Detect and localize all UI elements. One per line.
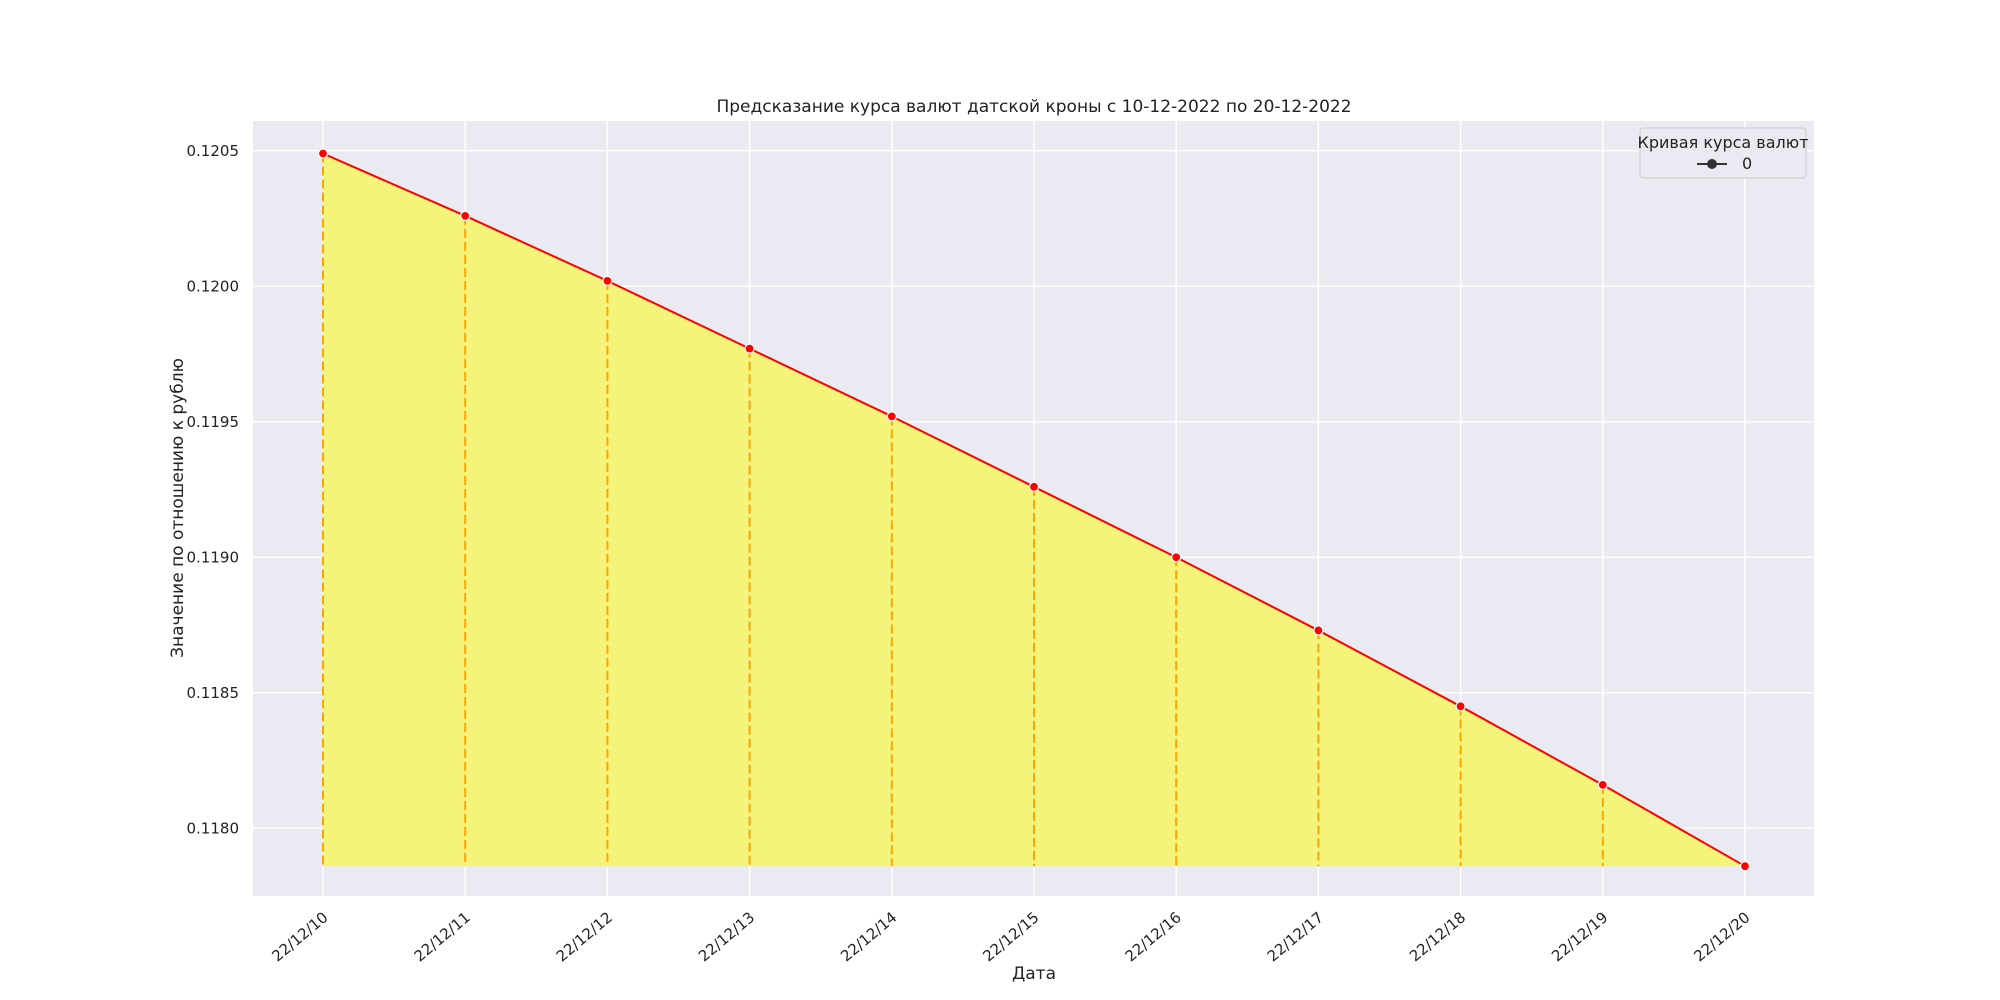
area-fill-polygon	[323, 153, 1745, 867]
legend-title: Кривая курса валют	[1637, 133, 1808, 152]
area-fill	[323, 153, 1745, 867]
data-point	[1739, 861, 1751, 872]
legend-marker-swatch	[1707, 159, 1717, 169]
x-tick-label: 22/12/19	[1548, 908, 1611, 965]
drop-lines	[322, 153, 1604, 867]
x-tick-label: 22/12/12	[553, 908, 616, 965]
data-point	[1171, 552, 1182, 563]
x-tick-label: 22/12/15	[979, 908, 1042, 965]
y-tick-label: 0.1185	[187, 684, 240, 702]
x-tick-label: 22/12/20	[1690, 908, 1753, 965]
legend: Кривая курса валют 0	[1637, 127, 1809, 179]
data-point	[1455, 701, 1466, 712]
data-point	[1597, 779, 1608, 790]
y-tick-label: 0.1195	[187, 413, 240, 431]
y-tick-label: 0.1205	[187, 142, 240, 160]
data-point	[886, 411, 897, 422]
x-tick-label: 22/12/14	[837, 908, 900, 965]
data-point	[460, 210, 471, 221]
data-point	[602, 275, 613, 286]
legend-series-label: 0	[1742, 154, 1752, 173]
y-tick-label: 0.1180	[187, 819, 240, 837]
x-tick-labels: 22/12/10 22/12/11 22/12/12 22/12/13 22/12/14…	[268, 908, 1753, 965]
x-tick-label: 22/12/17	[1264, 908, 1327, 965]
data-point	[744, 343, 755, 354]
y-tick-labels: 0.1180 0.1185 0.1190 0.1195 0.1200 0.1205	[187, 142, 240, 837]
chart-title: Предсказание курса валют датской кроны с…	[716, 97, 1351, 117]
data-point	[1313, 625, 1324, 636]
data-point	[317, 148, 329, 159]
x-tick-label: 22/12/16	[1122, 908, 1185, 965]
x-tick-label: 22/12/11	[411, 908, 474, 965]
y-tick-label: 0.1200	[187, 277, 240, 295]
x-tick-label: 22/12/18	[1406, 908, 1469, 965]
series-markers	[317, 148, 1751, 872]
x-tick-label: 22/12/10	[268, 908, 331, 965]
y-axis-title: Значение по отношению к рублю	[168, 358, 188, 658]
data-point	[1028, 481, 1040, 492]
x-tick-label: 22/12/13	[695, 908, 758, 965]
y-tick-label: 0.1190	[187, 548, 240, 566]
legend-box	[1639, 127, 1807, 179]
x-axis-title: Дата	[1012, 964, 1056, 984]
